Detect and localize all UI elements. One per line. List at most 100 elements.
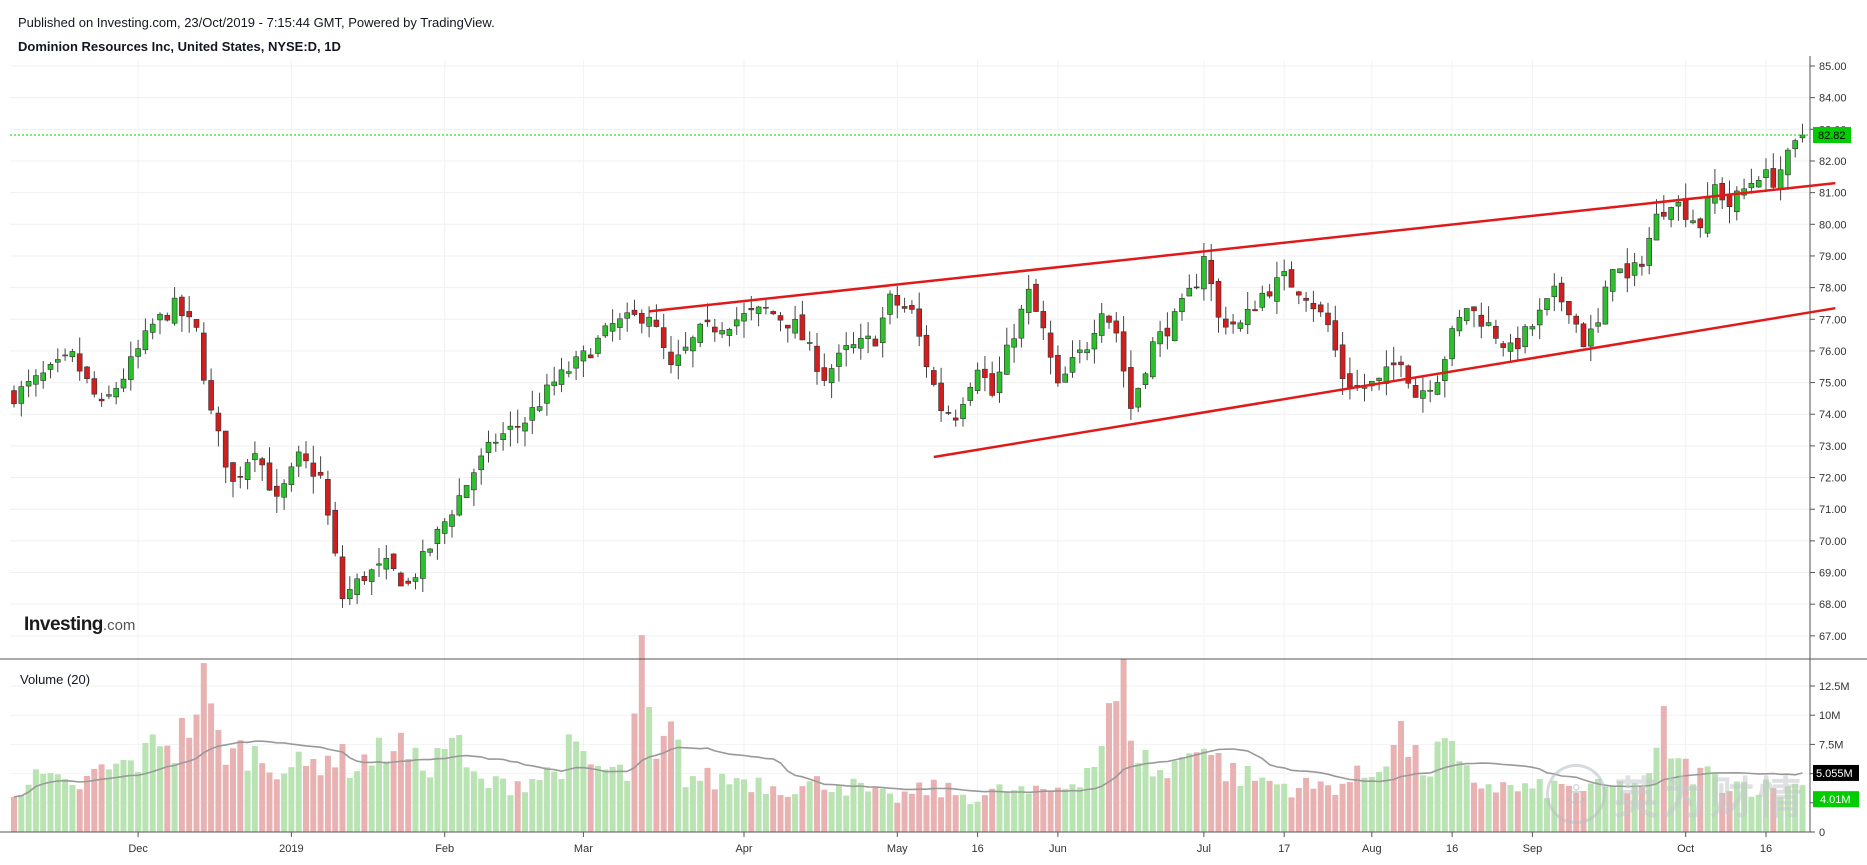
volume-bar <box>18 794 25 832</box>
volume-bar <box>200 663 207 832</box>
candle-body <box>492 441 499 444</box>
price-tick-label: 70.00 <box>1819 536 1847 548</box>
candle-body <box>1609 269 1616 292</box>
price-tick-label: 82.00 <box>1819 156 1847 168</box>
candle-body <box>1726 194 1733 208</box>
candle-body <box>40 372 47 381</box>
time-tick-label: May <box>887 843 908 855</box>
volume-bar <box>273 779 280 832</box>
candle-body <box>1420 390 1426 399</box>
candle-body <box>325 479 331 516</box>
candle-body <box>719 330 725 335</box>
candle-body <box>1704 197 1711 234</box>
volume-last-badge <box>1813 791 1859 808</box>
candle-body <box>879 317 886 343</box>
candle-body <box>1047 332 1054 358</box>
candle-body <box>164 314 171 321</box>
volume-bar <box>770 786 777 832</box>
volume-bar <box>777 795 784 832</box>
candle-body <box>288 466 295 486</box>
candle-body <box>1471 306 1477 312</box>
candle-body <box>989 373 996 396</box>
candle-body <box>1055 355 1061 384</box>
volume-bar <box>368 765 375 832</box>
candle-body <box>1529 326 1536 330</box>
volume-bar <box>551 771 558 832</box>
gridlines <box>10 60 1810 833</box>
volume-tick-label: 12.5M <box>1819 681 1850 693</box>
price-tick-label: 68.00 <box>1819 599 1847 611</box>
candle-body <box>1661 211 1667 217</box>
volume-bar <box>1602 786 1609 832</box>
volume-bar <box>573 741 580 832</box>
volume-bar <box>1018 786 1025 832</box>
volume-bar <box>1536 779 1543 832</box>
candle-body <box>266 462 273 491</box>
candle-body <box>945 412 952 414</box>
price-tick-label: 74.00 <box>1819 409 1847 421</box>
volume-bar <box>456 735 463 832</box>
candle-body <box>1106 315 1112 323</box>
candle-body <box>128 356 134 380</box>
volume-bar <box>1733 781 1740 832</box>
volume-bar <box>251 745 258 832</box>
volume-bar <box>339 744 346 832</box>
volume-bar <box>288 767 295 832</box>
volume-bar <box>1704 766 1711 832</box>
volume-bar <box>40 773 47 832</box>
trendlines[interactable] <box>648 181 1836 459</box>
candle-body <box>828 368 835 384</box>
price-tick-label: 84.00 <box>1819 93 1847 105</box>
trendline-lower[interactable] <box>933 306 1836 459</box>
volume-bar <box>1179 757 1185 832</box>
volume-bar <box>485 787 492 832</box>
trendline-upper[interactable] <box>648 181 1836 313</box>
price-tick-label: 76.00 <box>1819 346 1847 358</box>
volume-bar <box>755 777 762 832</box>
candle-body <box>1755 179 1762 188</box>
candle-body <box>1011 338 1017 348</box>
candle-body <box>76 353 83 372</box>
candle-body <box>149 323 156 333</box>
candle-body <box>1098 313 1105 336</box>
candle-body <box>1237 322 1244 329</box>
candle-body <box>1317 304 1324 313</box>
candle-body <box>923 334 930 368</box>
volume-bar <box>1025 793 1032 832</box>
volume-bar <box>1230 762 1237 832</box>
candle-body <box>836 352 842 367</box>
volume-bar <box>1383 766 1390 832</box>
volume-ma-line <box>13 740 1803 798</box>
volume-bar <box>1149 776 1156 832</box>
volume-bar <box>332 767 339 832</box>
candle-body <box>1128 367 1134 409</box>
volume-bar <box>317 775 324 832</box>
volume-bar <box>76 789 83 832</box>
candle-body <box>113 388 119 398</box>
volume-bar <box>310 759 317 832</box>
volume-bar <box>1777 797 1784 832</box>
volume-bar <box>295 751 302 832</box>
volume-bar <box>1675 758 1682 832</box>
candle-body <box>967 387 974 401</box>
candle-body <box>1120 331 1127 372</box>
volume-bar <box>916 782 923 832</box>
candle-body <box>142 330 149 351</box>
volume-bar <box>1193 752 1200 832</box>
candle-body <box>909 305 915 310</box>
candle-body <box>317 471 324 476</box>
volume-bar <box>1522 783 1529 832</box>
price-tick-label: 73.00 <box>1819 441 1847 453</box>
volume-bar <box>748 792 755 832</box>
volume-bar <box>324 755 331 832</box>
volume-bar <box>1310 788 1317 832</box>
volume-bar <box>1529 788 1536 832</box>
candle-body <box>1040 311 1047 329</box>
candle-body <box>339 556 346 600</box>
volume-bar <box>208 703 215 832</box>
candle-body <box>1186 287 1193 297</box>
volume-bar <box>828 792 835 832</box>
candle-body <box>784 324 791 329</box>
candle-body <box>573 356 579 369</box>
